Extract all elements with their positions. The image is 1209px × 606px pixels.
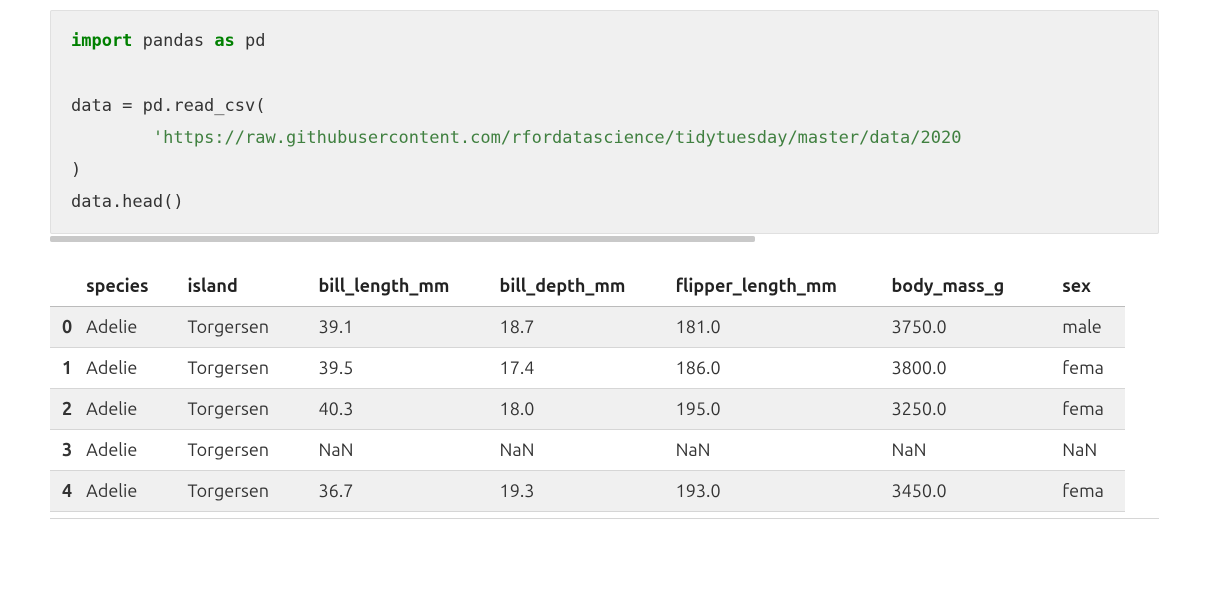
cell: 186.0 [672, 347, 888, 388]
cell: 195.0 [672, 388, 888, 429]
cell: Adelie [82, 306, 183, 347]
code-text: data = pd.read_csv( [71, 96, 265, 116]
cell: fema [1058, 347, 1125, 388]
cell: 181.0 [672, 306, 888, 347]
code-text: data.head() [71, 192, 184, 212]
cell: NaN [315, 429, 496, 470]
cell: male [1058, 306, 1125, 347]
column-header: species [82, 266, 183, 307]
cell: fema [1058, 388, 1125, 429]
column-header: sex [1058, 266, 1125, 307]
code-indent [71, 128, 153, 148]
index-header [50, 266, 82, 307]
code-text: pandas [132, 31, 214, 51]
cell: NaN [496, 429, 672, 470]
code-text: ) [71, 160, 81, 180]
code-string-url: 'https://raw.githubusercontent.com/rford… [153, 128, 962, 148]
table-header-row: species island bill_length_mm bill_depth… [50, 266, 1125, 307]
cell: 3250.0 [887, 388, 1058, 429]
cell: 17.4 [496, 347, 672, 388]
cell: Torgersen [183, 347, 314, 388]
table-row: 1 Adelie Torgersen 39.5 17.4 186.0 3800.… [50, 347, 1125, 388]
row-index: 3 [50, 429, 82, 470]
cell: NaN [672, 429, 888, 470]
cell: 36.7 [315, 470, 496, 511]
cell: Torgersen [183, 388, 314, 429]
code-keyword-as: as [214, 31, 234, 51]
cell: Torgersen [183, 306, 314, 347]
cell: NaN [887, 429, 1058, 470]
cell: Adelie [82, 388, 183, 429]
column-header: island [183, 266, 314, 307]
cell: 18.7 [496, 306, 672, 347]
cell: NaN [1058, 429, 1125, 470]
cell: Adelie [82, 347, 183, 388]
table-row: 4 Adelie Torgersen 36.7 19.3 193.0 3450.… [50, 470, 1125, 511]
cell: 39.1 [315, 306, 496, 347]
row-index: 1 [50, 347, 82, 388]
dataframe-table: species island bill_length_mm bill_depth… [50, 266, 1125, 512]
row-index: 2 [50, 388, 82, 429]
column-header: bill_depth_mm [496, 266, 672, 307]
cell: 18.0 [496, 388, 672, 429]
cell: Adelie [82, 429, 183, 470]
cell: Adelie [82, 470, 183, 511]
cell: 19.3 [496, 470, 672, 511]
column-header: flipper_length_mm [672, 266, 888, 307]
code-text: pd [235, 31, 266, 51]
cell: Torgersen [183, 429, 314, 470]
row-index: 0 [50, 306, 82, 347]
dataframe-output: species island bill_length_mm bill_depth… [50, 266, 1159, 519]
cell: 3450.0 [887, 470, 1058, 511]
column-header: bill_length_mm [315, 266, 496, 307]
horizontal-scrollbar[interactable] [50, 236, 755, 242]
cell: Torgersen [183, 470, 314, 511]
table-row: 2 Adelie Torgersen 40.3 18.0 195.0 3250.… [50, 388, 1125, 429]
table-row: 0 Adelie Torgersen 39.1 18.7 181.0 3750.… [50, 306, 1125, 347]
table-row: 3 Adelie Torgersen NaN NaN NaN NaN NaN [50, 429, 1125, 470]
row-index: 4 [50, 470, 82, 511]
table-bottom-rule [50, 518, 1159, 519]
cell: 39.5 [315, 347, 496, 388]
code-cell: import pandas as pd data = pd.read_csv( … [50, 10, 1159, 234]
column-header: body_mass_g [887, 266, 1058, 307]
cell: fema [1058, 470, 1125, 511]
cell: 3750.0 [887, 306, 1058, 347]
cell: 193.0 [672, 470, 888, 511]
cell: 3800.0 [887, 347, 1058, 388]
cell: 40.3 [315, 388, 496, 429]
code-keyword-import: import [71, 31, 132, 51]
